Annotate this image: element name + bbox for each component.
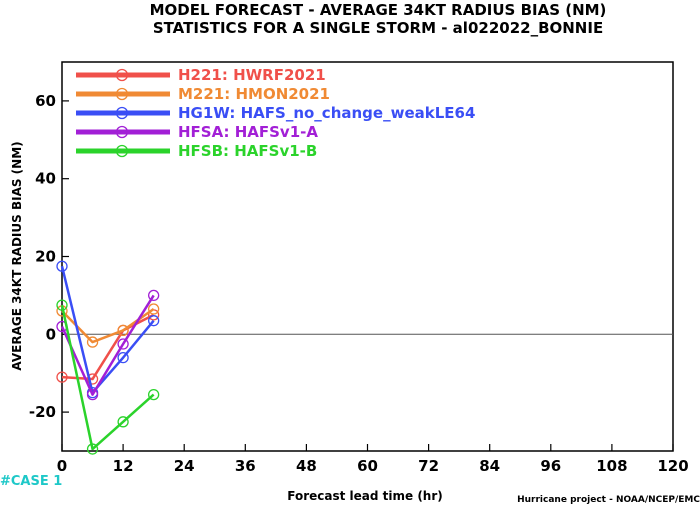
- y-axis-label: AVERAGE 34KT RADIUS BIAS (NM): [10, 141, 24, 370]
- x-tick-label: 48: [296, 457, 317, 475]
- legend-label: HG1W: HAFS_no_change_weakLE64: [178, 104, 475, 122]
- x-tick-label: 96: [540, 457, 561, 475]
- chart-subtitle: STATISTICS FOR A SINGLE STORM - al022022…: [153, 19, 603, 37]
- y-tick-label: 20: [35, 248, 56, 266]
- y-tick-label: -20: [29, 403, 56, 421]
- x-tick-label: 0: [57, 457, 67, 475]
- y-tick-label: 40: [35, 170, 56, 188]
- legend-label: HFSA: HAFSv1-A: [178, 123, 318, 141]
- legend-label: M221: HMON2021: [178, 85, 330, 103]
- y-tick-label: 60: [35, 92, 56, 110]
- x-axis-label: Forecast lead time (hr): [287, 489, 443, 503]
- y-tick-label: 0: [46, 325, 56, 343]
- x-tick-label: 12: [113, 457, 134, 475]
- x-tick-label: 24: [174, 457, 195, 475]
- x-tick-label: 108: [596, 457, 627, 475]
- x-tick-label: 72: [418, 457, 439, 475]
- legend-label: HFSB: HAFSv1-B: [178, 142, 317, 160]
- credit-text: Hurricane project - NOAA/NCEP/EMC: [517, 495, 700, 505]
- series-lines: [57, 261, 159, 454]
- x-tick-label: 120: [657, 457, 688, 475]
- legend-label: H221: HWRF2021: [178, 66, 326, 84]
- chart-title: MODEL FORECAST - AVERAGE 34KT RADIUS BIA…: [150, 1, 607, 19]
- x-tick-label: 36: [235, 457, 256, 475]
- case-label: #CASE 1: [0, 474, 62, 489]
- series-line: [62, 295, 154, 394]
- x-tick-label: 60: [357, 457, 378, 475]
- x-tick-label: 84: [479, 457, 500, 475]
